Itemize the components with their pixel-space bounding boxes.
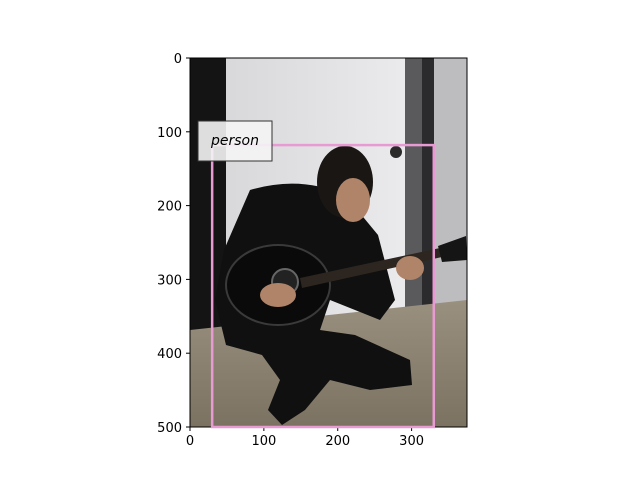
y-axis-ticks: 0 100 200 300 400 500 [157,52,190,436]
right-hand [260,283,296,307]
door-edge [422,58,434,368]
detection-label-box [197,120,273,162]
detection-label: person [210,133,259,149]
photo [190,58,467,427]
y-tick-label: 300 [157,273,182,288]
detections: person [197,120,436,429]
y-tick-label: 500 [157,421,182,436]
y-tick-label: 200 [157,200,182,215]
y-tick-label: 400 [157,347,182,362]
detection-box [210,143,436,429]
door-knob [390,146,402,158]
x-tick-label: 0 [186,434,194,449]
y-tick-label: 0 [174,52,182,67]
right-wall [434,58,467,338]
x-tick-label: 300 [399,434,424,449]
x-tick-label: 200 [325,434,350,449]
y-tick-label: 100 [157,126,182,141]
x-tick-label: 100 [251,434,276,449]
face [336,178,370,222]
guitar-headstock [438,236,467,262]
x-axis-ticks: 0 100 200 300 [186,427,424,449]
left-hand [396,256,424,280]
